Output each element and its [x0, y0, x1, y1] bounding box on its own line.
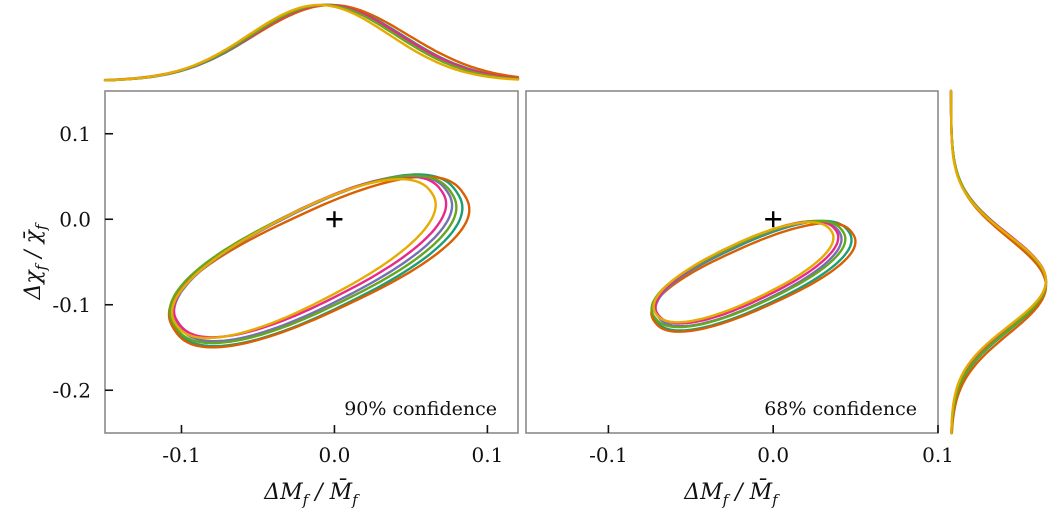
panel-90-confidence: -0.1 0.0 0.1 0.1 0.0 -0.1 -0.2 90% confidence… — [21, 90, 519, 509]
right-contour-series-2 — [650, 221, 857, 333]
right-marginal-series-2 — [949, 89, 1048, 435]
top-marginal-distribution — [103, 3, 520, 82]
right-contours — [650, 219, 857, 333]
left-xtick-label: 0.1 — [472, 443, 504, 467]
left-xtick-label: 0.0 — [319, 443, 351, 467]
right-x-ticks: -0.1 0.0 0.1 — [589, 425, 954, 467]
right-xtick-label: 0.1 — [922, 443, 954, 467]
left-x-ticks: -0.1 0.0 0.1 — [162, 425, 503, 467]
left-xtick-label: -0.1 — [162, 443, 201, 467]
right-xtick-label: -0.1 — [589, 443, 628, 467]
right-true-value-marker — [765, 211, 782, 228]
panel-68-confidence: -0.1 0.0 0.1 68% confidence ΔMf / M̄f — [525, 90, 954, 509]
panel-left-frame — [104, 90, 519, 434]
right-marginal-distribution — [949, 89, 1048, 435]
panel-right-frame — [525, 90, 939, 434]
ytick-label: 0.0 — [59, 207, 91, 231]
right-x-axis-label: ΔMf / M̄f — [683, 478, 780, 509]
top-marginal-series-6 — [103, 3, 520, 82]
left-true-value-marker — [326, 211, 343, 228]
right-xtick-label: 0.0 — [757, 443, 789, 467]
right-marginal-series-6 — [949, 89, 1048, 435]
ytick-label: 0.1 — [59, 122, 91, 146]
left-contours — [167, 173, 471, 349]
left-confidence-annotation: 90% confidence — [344, 398, 497, 420]
ytick-label: -0.1 — [52, 293, 91, 317]
ytick-label: -0.2 — [52, 378, 91, 402]
left-contour-series-6 — [170, 178, 437, 340]
left-x-axis-label: ΔMf / M̄f — [263, 478, 360, 509]
left-y-ticks: 0.1 0.0 -0.1 -0.2 — [52, 122, 113, 402]
left-contour-series-2 — [167, 175, 471, 349]
y-axis-label: Δχf / χ̄f — [21, 222, 50, 301]
right-contour-series-6 — [652, 221, 835, 324]
right-confidence-annotation: 68% confidence — [764, 398, 917, 420]
